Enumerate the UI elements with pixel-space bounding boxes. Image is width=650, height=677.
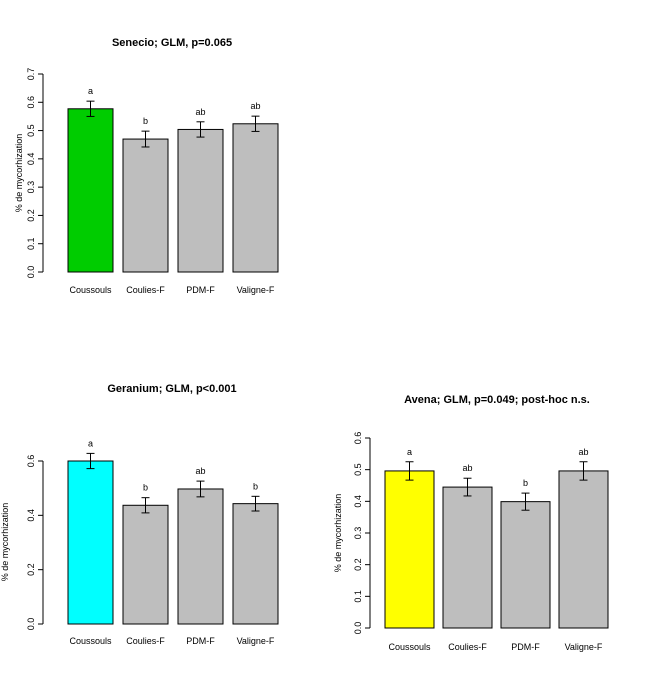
y-axis-label: % de mycorhization xyxy=(333,494,343,573)
category-label: Valigne-F xyxy=(237,636,275,646)
bar-coussouls xyxy=(67,460,114,625)
senecio-bar-chart: Senecio; GLM, p=0.065% de mycorhization0… xyxy=(14,37,279,295)
y-tick-label: 0.1 xyxy=(26,237,36,250)
y-tick-label: 0.5 xyxy=(353,463,363,476)
significance-letter: b xyxy=(143,483,148,493)
bar-valigne-f xyxy=(232,503,279,625)
chart-title: Senecio; GLM, p=0.065 xyxy=(112,37,232,49)
bar-pdm-f xyxy=(500,501,551,629)
y-tick-label: 0.2 xyxy=(26,563,36,576)
category-label: Coulies-F xyxy=(126,285,165,295)
avena-bar-chart: Avena; GLM, p=0.049; post-hoc n.s. % de m… xyxy=(333,394,609,652)
category-label: Coussouls xyxy=(69,285,112,295)
significance-letter: ab xyxy=(462,463,472,473)
chart-title: Avena; GLM, p=0.049; post-hoc n.s. xyxy=(404,394,590,406)
category-label: Coulies-F xyxy=(448,642,487,652)
bar-coulies-f xyxy=(122,504,169,625)
category-label: PDM-F xyxy=(186,636,215,646)
y-tick-label: 0.5 xyxy=(26,124,36,137)
y-tick-label: 0.0 xyxy=(26,266,36,279)
significance-letter: ab xyxy=(195,107,205,117)
chart-title: Geranium; GLM, p<0.001 xyxy=(107,383,236,395)
significance-letter: b xyxy=(523,478,528,488)
y-tick-label: 0.3 xyxy=(353,527,363,540)
bar-coulies-f xyxy=(122,138,169,273)
category-label: PDM-F xyxy=(511,642,540,652)
category-label: Coulies-F xyxy=(126,636,165,646)
bar-coulies-f xyxy=(442,486,493,629)
y-tick-label: 0.0 xyxy=(353,622,363,635)
y-axis-label: % de mycorhization xyxy=(0,503,10,582)
y-tick-label: 0.4 xyxy=(26,153,36,166)
y-tick-label: 0.2 xyxy=(26,209,36,222)
y-tick-label: 0.0 xyxy=(26,618,36,631)
y-tick-label: 0.6 xyxy=(353,432,363,445)
significance-letter: b xyxy=(143,116,148,126)
bar-valigne-f xyxy=(558,470,609,629)
geranium-bar-chart: Geranium; GLM, p<0.001 % de mycorhization… xyxy=(0,383,279,646)
significance-letter: ab xyxy=(195,466,205,476)
bar-valigne-f xyxy=(232,123,279,273)
y-tick-label: 0.2 xyxy=(353,558,363,571)
y-tick-label: 0.3 xyxy=(26,181,36,194)
bar-pdm-f xyxy=(177,128,224,273)
y-tick-label: 0.1 xyxy=(353,590,363,603)
y-tick-label: 0.7 xyxy=(26,68,36,81)
significance-letter: ab xyxy=(250,101,260,111)
y-axis-label: % de mycorhization xyxy=(14,134,24,213)
category-label: Coussouls xyxy=(69,636,112,646)
category-label: Valigne-F xyxy=(237,285,275,295)
significance-letter: a xyxy=(88,86,93,96)
significance-letter: a xyxy=(407,447,412,457)
bar-pdm-f xyxy=(177,488,224,625)
significance-letter: b xyxy=(253,481,258,491)
y-tick-label: 0.6 xyxy=(26,455,36,468)
y-tick-label: 0.4 xyxy=(353,495,363,508)
category-label: Valigne-F xyxy=(565,642,603,652)
significance-letter: a xyxy=(88,438,93,448)
bar-coussouls xyxy=(67,108,114,273)
bar-coussouls xyxy=(384,470,435,629)
y-tick-label: 0.4 xyxy=(26,509,36,522)
category-label: Coussouls xyxy=(388,642,431,652)
category-label: PDM-F xyxy=(186,285,215,295)
significance-letter: ab xyxy=(578,447,588,457)
y-tick-label: 0.6 xyxy=(26,96,36,109)
